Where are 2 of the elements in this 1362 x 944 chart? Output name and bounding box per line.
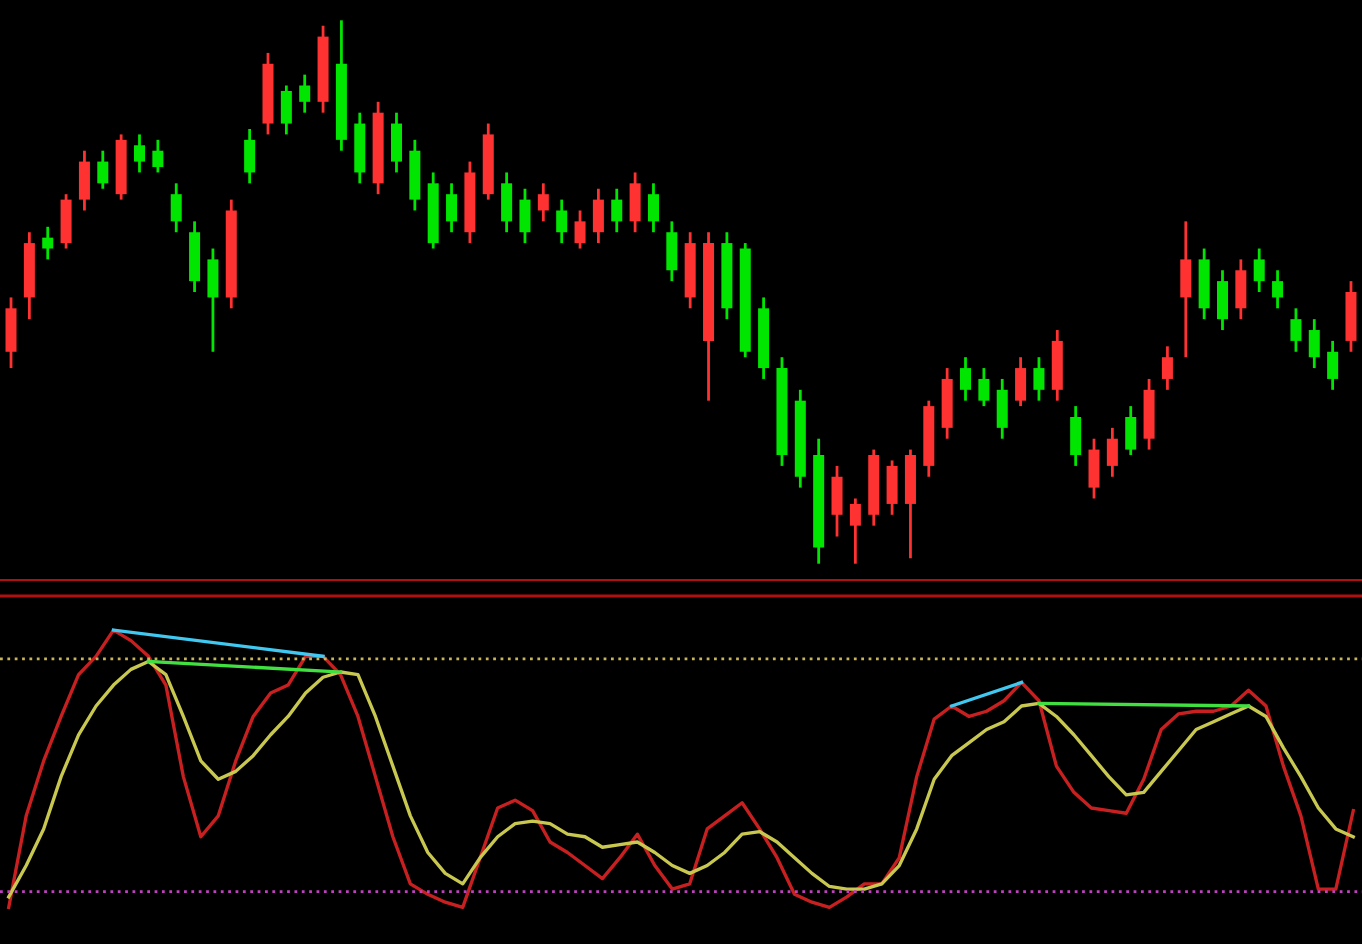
candlestick bbox=[1088, 437, 1100, 500]
candlestick bbox=[262, 51, 274, 136]
